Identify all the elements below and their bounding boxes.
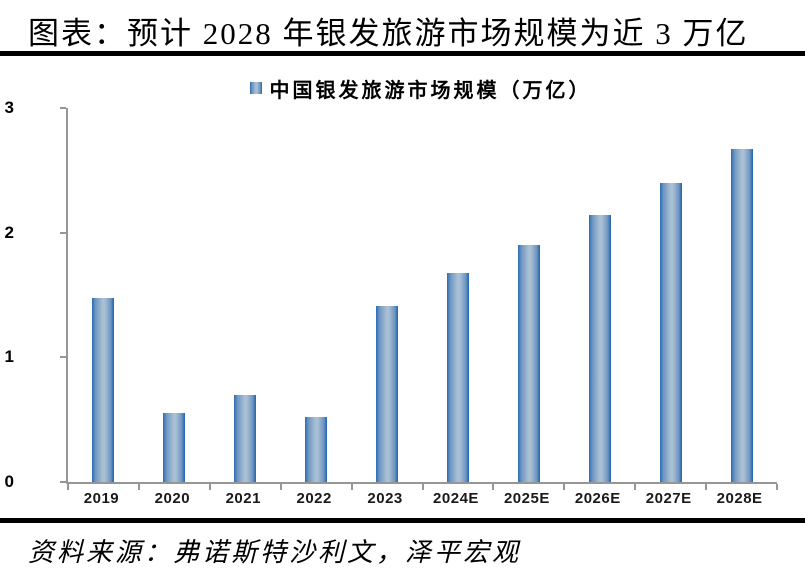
bar-2020 [163, 413, 186, 482]
x-label-2020: 2020 [154, 490, 191, 507]
y-tick-label-2: 2 [4, 222, 14, 242]
bar-2021 [234, 394, 257, 482]
x-tick-9 [705, 484, 708, 490]
x-tick-10 [776, 484, 778, 490]
x-label-2023: 2023 [367, 490, 403, 507]
source-note: 资料来源：弗诺斯特沙利文，泽平宏观 [28, 538, 522, 567]
bar-series [68, 108, 777, 482]
legend-label: 中国银发旅游市场规模（万亿） [269, 79, 592, 102]
bar-slot-2026E [564, 108, 635, 482]
x-tick-3 [279, 484, 282, 490]
y-tick-1 [60, 356, 66, 359]
x-tick-7 [563, 484, 566, 490]
x-label-2028E: 2028E [716, 490, 763, 507]
top-divider [0, 51, 805, 56]
y-tick-label-3: 3 [4, 98, 14, 117]
bar-slot-2024E [423, 108, 494, 482]
x-tick-5 [421, 484, 424, 490]
y-tick-3 [60, 107, 66, 109]
x-axis-labels: 2019 2020 2021 2022 2023 2024E 2025E 2026E 2027E… [66, 490, 775, 507]
bar-slot-2020 [139, 108, 210, 482]
x-tick-0 [67, 484, 69, 490]
bar-2027E [659, 182, 682, 482]
x-tick-8 [634, 484, 637, 490]
bar-slot-2022 [281, 108, 352, 482]
bar-2025E [517, 245, 540, 482]
bar-slot-2021 [210, 108, 281, 482]
bar-2023 [376, 306, 399, 482]
y-tick-label-1: 1 [4, 347, 14, 367]
chart-legend: 中国银发旅游市场规模（万亿） [66, 77, 775, 102]
y-tick-2 [60, 231, 66, 234]
x-label-2019: 2019 [83, 490, 120, 507]
x-tick-6 [492, 484, 495, 490]
bar-2024E [446, 272, 469, 482]
y-tick-0 [60, 481, 66, 483]
x-label-2024E: 2024E [433, 490, 479, 507]
x-label-2025E: 2025E [503, 490, 550, 507]
bar-slot-2023 [352, 108, 423, 482]
legend-swatch-icon [249, 82, 262, 94]
plot-area: 0 1 2 3 [5, 98, 778, 491]
x-tick-4 [350, 484, 353, 490]
bar-2028E [730, 149, 753, 482]
bar-slot-2019 [68, 108, 139, 482]
x-label-2021: 2021 [225, 490, 261, 507]
bar-slot-2028E [706, 108, 777, 482]
bar-slot-2025E [493, 108, 564, 482]
x-label-2026E: 2026E [574, 490, 621, 507]
x-tick-1 [137, 484, 140, 490]
bar-2022 [305, 417, 328, 482]
y-tick-label-0: 0 [4, 472, 14, 491]
page-title: 图表：预计 2028 年银发旅游市场规模为近 3 万亿 [28, 16, 749, 51]
bar-slot-2027E [635, 108, 706, 482]
bar-2019 [92, 297, 115, 482]
bottom-divider [0, 518, 805, 523]
bar-2026E [588, 215, 611, 482]
x-label-2022: 2022 [296, 490, 332, 507]
x-tick-2 [208, 484, 211, 490]
x-label-2027E: 2027E [645, 490, 692, 507]
